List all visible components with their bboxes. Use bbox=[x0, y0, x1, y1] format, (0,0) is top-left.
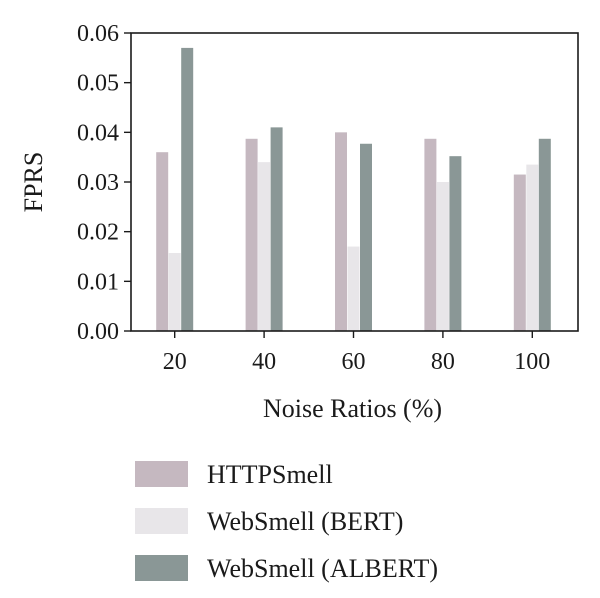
legend-label: HTTPSmell bbox=[207, 460, 333, 489]
legend-swatch bbox=[135, 461, 188, 487]
x-tick-label: 100 bbox=[514, 349, 550, 375]
bar bbox=[347, 246, 360, 331]
bars-group bbox=[156, 47, 551, 332]
legend-swatch bbox=[135, 555, 188, 581]
y-tick-label: 0.04 bbox=[77, 120, 119, 146]
bar bbox=[360, 143, 372, 331]
bar bbox=[168, 253, 181, 331]
x-axis: 20 40 60 80 100 bbox=[163, 331, 550, 375]
legend: HTTPSmell WebSmell (BERT) WebSmell (ALBERT… bbox=[135, 460, 438, 583]
bar bbox=[258, 162, 271, 331]
y-tick-label: 0.05 bbox=[77, 71, 119, 97]
y-tick-label: 0.06 bbox=[77, 21, 119, 47]
x-tick-label: 40 bbox=[252, 349, 276, 375]
bar bbox=[513, 174, 526, 331]
bar bbox=[424, 138, 437, 331]
x-axis-label: Noise Ratios (%) bbox=[263, 394, 442, 423]
legend-swatch bbox=[135, 508, 188, 534]
y-tick-label: 0.02 bbox=[77, 220, 119, 246]
bar bbox=[538, 138, 551, 331]
bar bbox=[449, 156, 462, 331]
legend-label: WebSmell (ALBERT) bbox=[207, 554, 438, 583]
legend-label: WebSmell (BERT) bbox=[207, 507, 403, 536]
bar bbox=[335, 132, 347, 331]
y-axis-label: FPRS bbox=[19, 152, 48, 213]
bar bbox=[436, 182, 449, 331]
x-tick-label: 60 bbox=[342, 349, 366, 375]
bar bbox=[245, 138, 258, 331]
bar bbox=[156, 152, 169, 331]
bar bbox=[181, 47, 194, 332]
y-axis: 0.00 0.01 0.02 0.03 0.04 0.05 0.06 bbox=[77, 21, 131, 345]
x-tick-label: 20 bbox=[163, 349, 187, 375]
y-tick-label: 0.00 bbox=[77, 319, 119, 345]
y-tick-label: 0.01 bbox=[77, 269, 119, 295]
bar bbox=[270, 127, 283, 331]
x-tick-label: 80 bbox=[431, 349, 455, 375]
bar bbox=[526, 164, 539, 331]
y-tick-label: 0.03 bbox=[77, 170, 119, 196]
